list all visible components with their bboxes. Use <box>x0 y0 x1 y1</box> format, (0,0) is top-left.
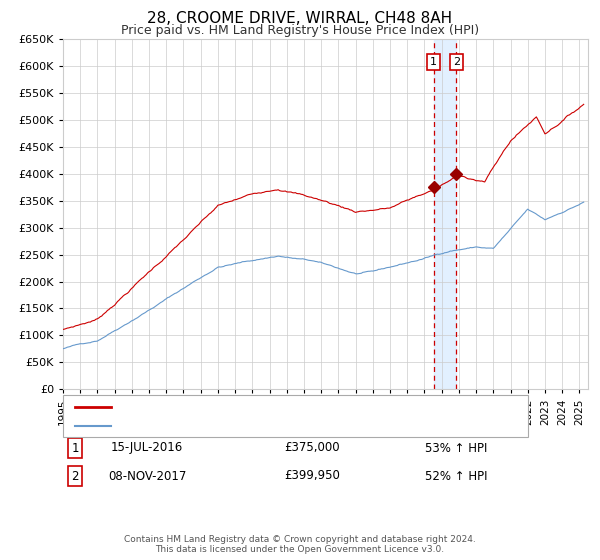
Text: 52% ↑ HPI: 52% ↑ HPI <box>425 469 487 483</box>
Text: 1: 1 <box>71 441 79 455</box>
Text: Price paid vs. HM Land Registry's House Price Index (HPI): Price paid vs. HM Land Registry's House … <box>121 24 479 36</box>
Text: 2: 2 <box>453 57 460 67</box>
Text: £399,950: £399,950 <box>284 469 340 483</box>
Text: Contains HM Land Registry data © Crown copyright and database right 2024.
This d: Contains HM Land Registry data © Crown c… <box>124 535 476 554</box>
Text: 53% ↑ HPI: 53% ↑ HPI <box>425 441 487 455</box>
Text: 28, CROOME DRIVE, WIRRAL, CH48 8AH (detached house): 28, CROOME DRIVE, WIRRAL, CH48 8AH (deta… <box>123 403 448 412</box>
Text: 15-JUL-2016: 15-JUL-2016 <box>111 441 183 455</box>
Text: 2: 2 <box>71 469 79 483</box>
Text: £375,000: £375,000 <box>284 441 340 455</box>
Bar <box>434 39 457 389</box>
Text: 28, CROOME DRIVE, WIRRAL, CH48 8AH: 28, CROOME DRIVE, WIRRAL, CH48 8AH <box>148 11 452 26</box>
Text: 08-NOV-2017: 08-NOV-2017 <box>108 469 186 483</box>
Text: 1: 1 <box>430 57 437 67</box>
Text: HPI: Average price, detached house, Wirral: HPI: Average price, detached house, Wirr… <box>123 421 362 431</box>
